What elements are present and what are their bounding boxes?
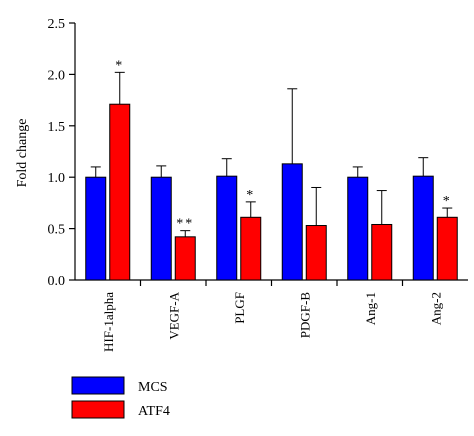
bar-atf4-pdgf-b — [305, 225, 327, 281]
legend-label-atf4: ATF4 — [138, 404, 170, 419]
bar-atf4-ang-2 — [436, 216, 458, 281]
y-tick-label: 1.5 — [48, 120, 66, 135]
y-tick-label: 0.5 — [48, 223, 66, 238]
bar-mcs-plgf — [216, 175, 238, 281]
x-tick-label: VEGF-A — [166, 291, 181, 339]
bar-atf4-hif-1alpha — [109, 103, 131, 281]
y-tick-label: 2.0 — [48, 68, 66, 83]
x-tick-label: PLGF — [232, 292, 247, 324]
x-tick-label: Ang-1 — [363, 292, 378, 325]
x-tick-label: Ang-2 — [428, 292, 443, 325]
y-axis-label: Fold change — [15, 119, 30, 188]
x-tick-label: HIF-1alpha — [101, 292, 116, 352]
legend: MCS ATF4 — [71, 376, 170, 419]
significance-marker: * — [246, 188, 255, 203]
bar-mcs-pdgf-b — [281, 163, 303, 281]
y-tick-label: 0.0 — [48, 274, 66, 289]
bar-atf4-plgf — [240, 216, 262, 281]
bar-atf4-vegf-a — [174, 236, 196, 281]
bar-mcs-ang-2 — [412, 175, 434, 281]
significance-marker: ** — [176, 217, 194, 232]
legend-label-mcs: MCS — [138, 380, 168, 395]
significance-marker: * — [443, 194, 452, 209]
y-tick-label: 1.0 — [48, 171, 66, 186]
bar-mcs-hif-1alpha — [85, 176, 107, 281]
legend-swatch-mcs — [71, 376, 125, 395]
bar-mcs-ang-1 — [347, 176, 369, 281]
significance-marker: * — [115, 58, 124, 73]
bar-mcs-vegf-a — [150, 176, 172, 281]
y-tick-label: 2.5 — [48, 17, 66, 32]
x-tick-label: PDGF-B — [297, 292, 312, 339]
bar-atf4-ang-1 — [371, 223, 393, 281]
legend-swatch-atf4 — [71, 400, 125, 419]
plot-area: 0.0 0.5 1.0 1.5 2.0 2.5 * HIF-1alpha ** VEGF-A * PL… — [48, 17, 468, 352]
